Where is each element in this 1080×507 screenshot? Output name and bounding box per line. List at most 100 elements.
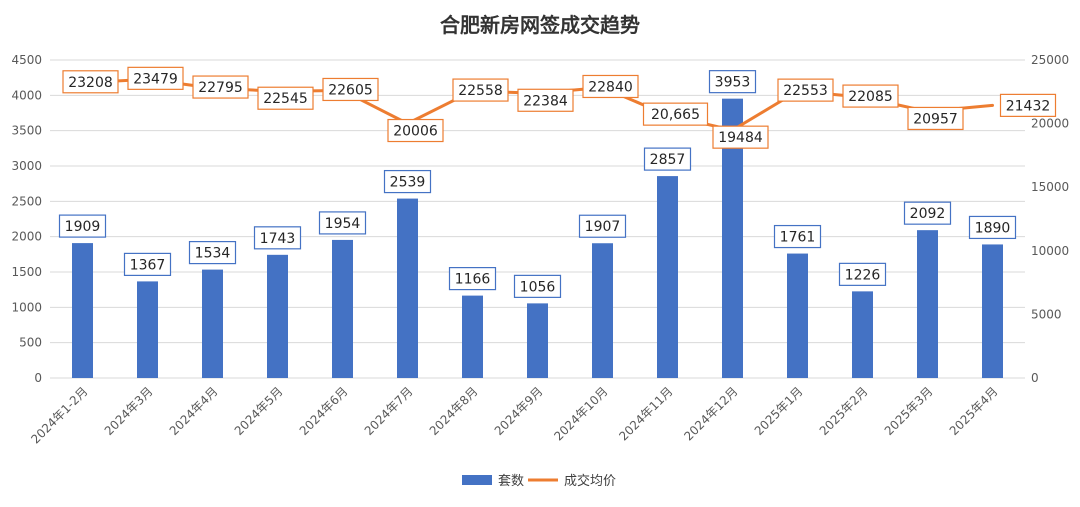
left-tick-label: 1000 bbox=[11, 300, 42, 314]
bar-label-box bbox=[188, 240, 237, 265]
bar bbox=[657, 176, 678, 378]
bar-data-label: 1761 bbox=[780, 230, 816, 246]
bar-data-label: 1367 bbox=[130, 257, 166, 273]
bar-data-label: 1954 bbox=[325, 216, 361, 232]
line-label-box bbox=[582, 74, 639, 99]
bar bbox=[462, 295, 483, 378]
legend-line-label: 成交均价 bbox=[564, 473, 616, 489]
bar-label-box bbox=[643, 147, 692, 171]
legend-bar-label: 套数 bbox=[498, 473, 524, 489]
line-label-box bbox=[712, 125, 769, 149]
x-tick-label: 2024年11月 bbox=[616, 384, 675, 443]
x-tick-label: 2024年1-2月 bbox=[28, 384, 90, 446]
x-tick-label: 2025年1月 bbox=[752, 384, 806, 438]
left-tick-label: 3000 bbox=[11, 159, 42, 173]
left-tick-label: 1500 bbox=[11, 265, 42, 279]
bar-label-box bbox=[318, 211, 367, 235]
x-tick-label: 2024年7月 bbox=[362, 384, 416, 438]
x-tick-label: 2025年4月 bbox=[947, 384, 1001, 438]
bar-data-label: 1056 bbox=[520, 279, 556, 295]
x-tick-label: 2025年3月 bbox=[882, 384, 936, 438]
line-label-box bbox=[192, 75, 249, 99]
line-point bbox=[991, 103, 994, 107]
bar-data-label: 1909 bbox=[65, 219, 101, 235]
x-tick-label: 2024年8月 bbox=[427, 384, 481, 438]
line-label-box bbox=[777, 78, 834, 102]
bar bbox=[592, 243, 613, 378]
line-data-label: 22558 bbox=[458, 83, 503, 99]
line-data-label: 22553 bbox=[783, 83, 828, 99]
left-tick-label: 2000 bbox=[11, 230, 42, 244]
right-tick-label: 25000 bbox=[1031, 53, 1069, 67]
bar-data-label: 1907 bbox=[585, 219, 621, 235]
line-data-label: 21432 bbox=[1006, 98, 1051, 114]
bar-data-label: 1166 bbox=[455, 272, 491, 288]
bar-label-box bbox=[58, 214, 107, 238]
bar bbox=[787, 253, 808, 378]
line-data-label: 22384 bbox=[523, 93, 568, 109]
chart-title: 合肥新房网签成交趋势 bbox=[440, 13, 640, 37]
legend: 套数 成交均价 bbox=[462, 473, 616, 489]
bar bbox=[137, 281, 158, 378]
left-tick-label: 2500 bbox=[11, 194, 42, 208]
bar-label-box bbox=[968, 215, 1017, 240]
left-tick-label: 3500 bbox=[11, 124, 42, 138]
bar bbox=[397, 198, 418, 378]
right-tick-label: 20000 bbox=[1031, 117, 1069, 131]
line-data-label: 23479 bbox=[133, 71, 178, 87]
left-axis-ticks: 0 500 1000 1500 2000 2500 3000 3500 4000 4500 bbox=[11, 53, 42, 385]
bar-data-label: 3953 bbox=[715, 75, 751, 91]
line-data-label: 22840 bbox=[588, 79, 633, 95]
line-label-box bbox=[642, 102, 709, 126]
bar-label-box bbox=[708, 70, 757, 94]
x-tick-label: 2024年9月 bbox=[492, 384, 546, 438]
line-label-box bbox=[517, 88, 574, 112]
left-tick-label: 0 bbox=[34, 371, 42, 385]
line-data-label: 23208 bbox=[68, 75, 113, 91]
bar-label-box bbox=[513, 274, 562, 298]
bar-data-labels: 1909 1367 1534 1743 1954 2539 1166 1056 1907 2857… bbox=[58, 70, 1017, 298]
right-tick-label: 5000 bbox=[1031, 307, 1062, 321]
bar-label-box bbox=[773, 224, 822, 249]
bar bbox=[267, 254, 288, 378]
bar bbox=[982, 244, 1003, 378]
left-tick-label: 500 bbox=[19, 336, 42, 350]
line-data-label: 22795 bbox=[198, 80, 243, 96]
bar-label-box bbox=[903, 201, 952, 225]
line-label-box bbox=[999, 93, 1057, 117]
bar bbox=[917, 230, 938, 378]
right-axis-ticks: 0 5000 10000 15000 20000 25000 bbox=[1031, 53, 1069, 385]
bar bbox=[332, 239, 353, 378]
x-tick-label: 2024年10月 bbox=[551, 384, 610, 443]
right-tick-label: 15000 bbox=[1031, 180, 1069, 194]
bar-label-box bbox=[838, 262, 887, 286]
line-data-label: 22605 bbox=[328, 82, 373, 98]
bar-label-box bbox=[253, 226, 302, 250]
line-data-label: 20006 bbox=[393, 124, 438, 140]
x-axis-ticks: 2024年1-2月 2024年3月 2024年4月 2024年5月 2024年6月 202… bbox=[28, 384, 1000, 446]
x-tick-label: 2024年6月 bbox=[297, 384, 351, 438]
bar bbox=[72, 243, 93, 378]
bar bbox=[722, 98, 743, 378]
right-tick-label: 0 bbox=[1031, 371, 1039, 385]
x-tick-label: 2025年2月 bbox=[817, 384, 871, 438]
right-tick-label: 10000 bbox=[1031, 244, 1069, 258]
bar bbox=[202, 269, 223, 378]
line-label-box bbox=[387, 118, 444, 143]
line-label-box bbox=[322, 77, 379, 102]
line-label-box bbox=[127, 66, 184, 90]
line-label-box bbox=[257, 86, 314, 110]
line-data-label: 19484 bbox=[718, 130, 763, 146]
bar-series bbox=[72, 98, 1003, 378]
line-label-box bbox=[452, 78, 509, 102]
bar-data-label: 1534 bbox=[195, 246, 231, 262]
line-label-box bbox=[62, 70, 119, 94]
line-data-label: 20957 bbox=[913, 111, 958, 127]
bar-data-label: 1226 bbox=[845, 267, 881, 283]
line-label-box bbox=[842, 84, 899, 108]
bar-label-box bbox=[123, 252, 172, 276]
line-data-labels: 23208 23479 22795 22545 22605 20006 22558 22384… bbox=[62, 66, 1057, 149]
bar-data-label: 1890 bbox=[975, 220, 1011, 236]
bar-data-label: 1743 bbox=[260, 231, 296, 247]
